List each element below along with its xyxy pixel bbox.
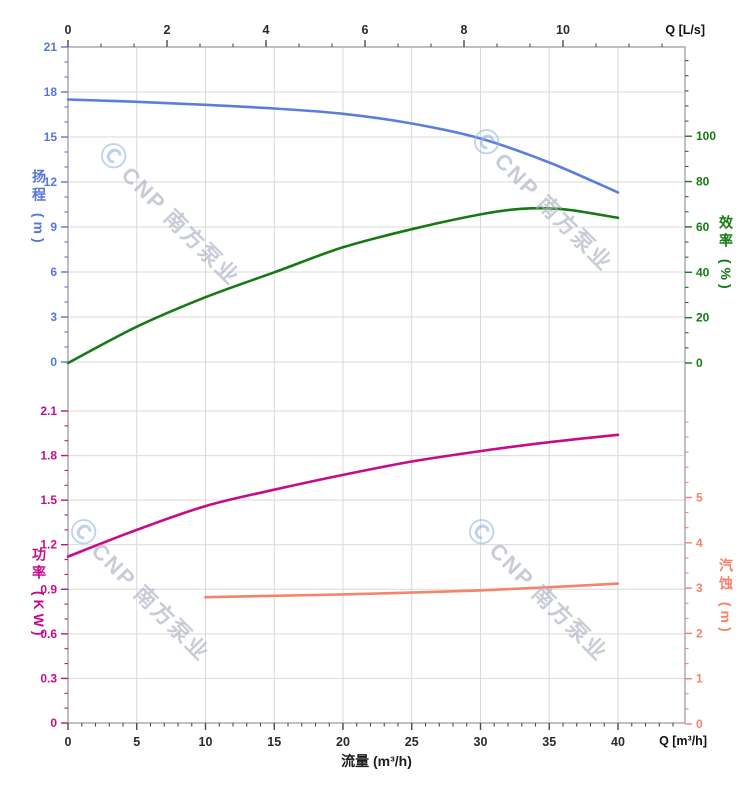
flow-axis-top: 0 2 4 6 8 10 Q [L/s] — [65, 23, 705, 47]
plot-background — [68, 47, 685, 723]
svg-text:6: 6 — [362, 23, 369, 37]
svg-text:2: 2 — [164, 23, 171, 37]
svg-text:0.9: 0.9 — [40, 582, 57, 596]
svg-text:1.2: 1.2 — [40, 538, 57, 552]
svg-text:8: 8 — [461, 23, 468, 37]
svg-text:10: 10 — [556, 23, 570, 37]
svg-text:4: 4 — [263, 23, 270, 37]
curves — [66, 98, 620, 599]
svg-text:4: 4 — [696, 536, 703, 550]
power-axis: 0 0.3 0.6 0.9 1.2 1.5 1.8 2.1 — [40, 404, 68, 730]
svg-text:0.6: 0.6 — [40, 627, 57, 641]
svg-text:0: 0 — [50, 716, 57, 730]
svg-text:Q [m³/h]: Q [m³/h] — [659, 734, 707, 748]
power-axis-title: 功率 (KW) — [31, 547, 47, 640]
gridlines — [68, 47, 685, 723]
svg-text:21: 21 — [44, 40, 58, 54]
svg-text:0: 0 — [696, 717, 703, 731]
svg-text:40: 40 — [611, 735, 625, 749]
svg-text:60: 60 — [696, 220, 710, 234]
svg-text:20: 20 — [696, 311, 710, 325]
svg-text:10: 10 — [199, 735, 213, 749]
svg-text:0: 0 — [50, 355, 57, 369]
svg-text:15: 15 — [44, 130, 58, 144]
svg-text:20: 20 — [336, 735, 350, 749]
svg-text:0: 0 — [65, 23, 72, 37]
efficiency-curve — [66, 206, 620, 365]
svg-text:80: 80 — [696, 175, 710, 189]
svg-text:Q [L/s]: Q [L/s] — [665, 23, 705, 37]
svg-text:0.3: 0.3 — [40, 671, 57, 685]
svg-text:6: 6 — [50, 265, 57, 279]
efficiency-axis: 0 20 40 60 80 100 — [685, 60, 716, 370]
svg-text:12: 12 — [44, 175, 58, 189]
svg-text:3: 3 — [50, 310, 57, 324]
svg-text:2: 2 — [696, 626, 703, 640]
svg-text:25: 25 — [405, 735, 419, 749]
svg-text:3: 3 — [696, 581, 703, 595]
svg-text:5: 5 — [133, 735, 140, 749]
efficiency-axis-title: 效率 (%) — [718, 215, 734, 293]
svg-text:9: 9 — [50, 220, 57, 234]
svg-text:1.8: 1.8 — [40, 449, 57, 463]
svg-text:1.5: 1.5 — [40, 493, 57, 507]
npsh-axis: 0 1 2 3 4 5 — [685, 421, 703, 731]
svg-text:1: 1 — [696, 672, 703, 686]
svg-text:30: 30 — [474, 735, 488, 749]
power-curve — [66, 433, 620, 558]
plot-border — [67, 46, 686, 724]
npsh-curve — [204, 582, 620, 599]
svg-text:0: 0 — [696, 356, 703, 370]
svg-text:35: 35 — [542, 735, 556, 749]
svg-text:2.1: 2.1 — [40, 404, 57, 418]
head-curve — [66, 98, 620, 194]
head-axis: 0 3 6 9 12 15 18 21 — [44, 40, 68, 369]
flow-axis-title: 流量 (m³/h) — [341, 753, 412, 769]
svg-text:100: 100 — [696, 129, 716, 143]
svg-text:15: 15 — [267, 735, 281, 749]
flow-axis-bottom: 0 5 10 15 20 25 30 35 40 Q [m³/h] — [65, 723, 707, 749]
head-axis-title: 扬程 (m) — [31, 169, 47, 247]
svg-text:18: 18 — [44, 85, 58, 99]
svg-text:5: 5 — [696, 491, 703, 505]
svg-text:0: 0 — [65, 735, 72, 749]
npsh-axis-title: 汽蚀 (m) — [718, 558, 734, 636]
svg-text:40: 40 — [696, 265, 710, 279]
